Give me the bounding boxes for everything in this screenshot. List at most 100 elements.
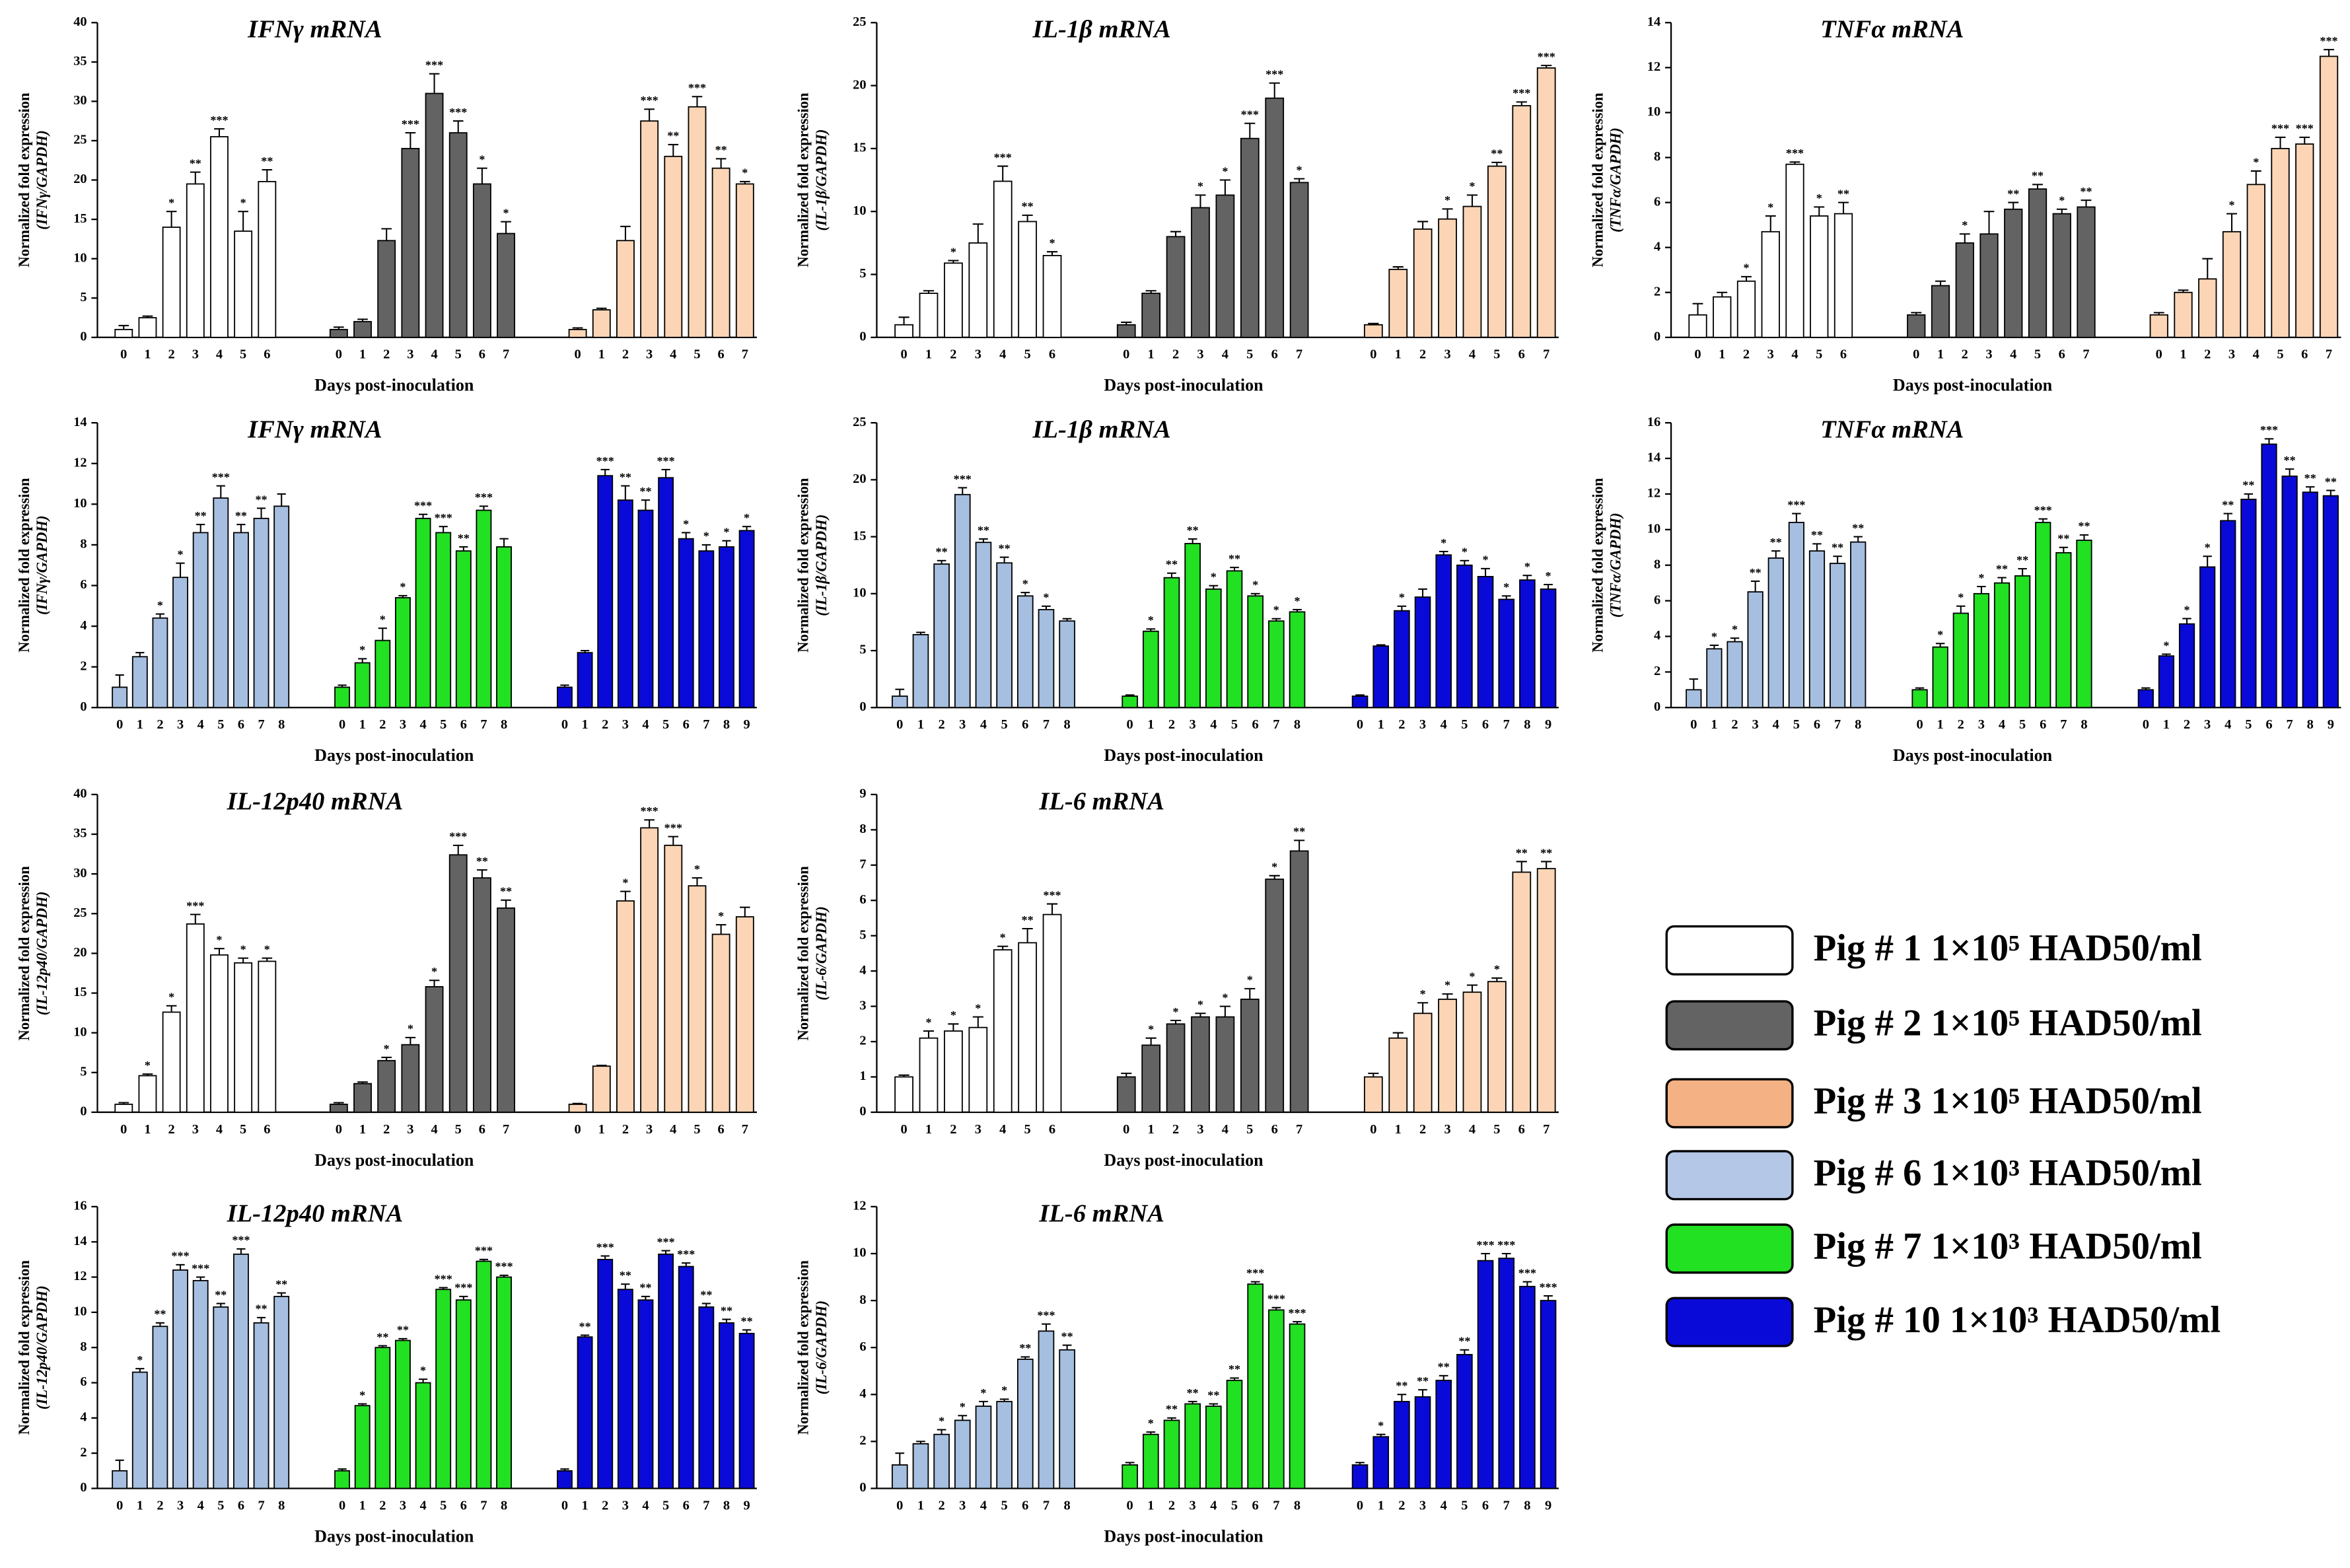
y-tick-label: 2 — [859, 1034, 866, 1048]
legend-label: Pig # 1 1×10⁵ HAD50/ml — [1814, 927, 2202, 969]
error-bar — [2226, 213, 2237, 232]
error-bar — [115, 1459, 124, 1471]
error-bar — [999, 1398, 1009, 1402]
significance: * — [1732, 623, 1738, 636]
error-bar — [142, 1073, 153, 1076]
x-tick-label: 2 — [939, 717, 945, 732]
y-tick-label: 25 — [73, 906, 87, 920]
error-bar — [1022, 214, 1033, 222]
y-tick-label: 4 — [1654, 239, 1660, 254]
y-tick-label: 10 — [73, 1304, 87, 1319]
error-bar — [1167, 1417, 1176, 1421]
x-axis-label: Days post-inoculation — [314, 376, 474, 395]
bar — [616, 900, 635, 1113]
significance: *** — [688, 81, 706, 94]
significance: *** — [1786, 147, 1804, 160]
x-tick-label: 5 — [694, 1122, 700, 1137]
error-bar — [923, 1030, 935, 1038]
x-tick-label: 3 — [1190, 717, 1196, 732]
error-bar — [1765, 215, 1776, 232]
x-tick-label: 3 — [177, 717, 184, 732]
bar — [1512, 871, 1532, 1113]
bar — [353, 1083, 372, 1113]
significance: * — [1197, 998, 1203, 1011]
y-axis-label: (IFNγ/GAPDH) — [34, 130, 50, 230]
significance: * — [2228, 198, 2234, 211]
significance: *** — [425, 59, 443, 72]
y-axis-label: Normalized fold expression — [795, 866, 812, 1041]
bar — [1268, 1309, 1285, 1489]
y-axis-label: Normalized fold expression — [16, 478, 32, 653]
error-bar — [1977, 586, 1986, 594]
legend-label: Pig # 2 1×10⁵ HAD50/ml — [1814, 1003, 2202, 1044]
x-tick-label: 3 — [622, 717, 629, 732]
x-tick-label: 1 — [1148, 1122, 1155, 1137]
x-tick-label: 1 — [598, 347, 605, 362]
bar — [678, 1265, 694, 1489]
significance: ** — [1061, 1330, 1073, 1343]
significance: * — [1001, 1384, 1007, 1397]
significance: *** — [2320, 34, 2337, 48]
y-tick-label: 15 — [73, 985, 87, 999]
error-bar — [1230, 567, 1239, 571]
significance: * — [1767, 201, 1773, 214]
error-bar — [1125, 694, 1135, 697]
bar — [138, 1075, 157, 1113]
y-tick-label: 20 — [73, 172, 87, 186]
significance: *** — [186, 899, 204, 912]
error-bar — [2081, 199, 2092, 207]
bar — [664, 844, 683, 1113]
error-bar — [358, 1403, 367, 1406]
bar — [1215, 194, 1235, 338]
error-bar — [1935, 280, 1946, 286]
x-tick-label: 1 — [581, 1498, 588, 1513]
significance: ** — [275, 1277, 287, 1291]
y-tick-label: 8 — [80, 537, 87, 552]
bar — [1727, 641, 1743, 709]
x-tick-label: 7 — [1273, 1498, 1279, 1513]
chart-title: IL-1β mRNA — [1032, 16, 1170, 44]
error-bar — [439, 526, 448, 533]
error-bar — [715, 158, 727, 168]
error-bar — [1392, 266, 1404, 269]
error-bar — [958, 1415, 968, 1421]
error-bar — [1355, 1462, 1365, 1465]
y-tick-label: 5 — [859, 643, 866, 657]
bar — [1907, 314, 1926, 338]
bar — [1372, 1436, 1390, 1489]
bar — [1438, 998, 1457, 1113]
x-axis-label: Days post-inoculation — [314, 1526, 474, 1546]
error-bar — [2202, 258, 2213, 279]
x-tick-label: 0 — [896, 1498, 903, 1513]
significance: * — [2059, 194, 2065, 207]
bar — [496, 1276, 513, 1489]
y-tick-label: 0 — [80, 699, 87, 714]
x-tick-label: 2 — [1168, 1498, 1175, 1513]
x-tick-label: 4 — [1999, 717, 2005, 732]
bar — [592, 309, 611, 338]
bar — [1438, 218, 1457, 338]
x-tick-label: 6 — [1482, 717, 1489, 732]
bar — [213, 497, 229, 709]
x-tick-label: 4 — [670, 1122, 676, 1137]
error-bar — [1544, 1295, 1553, 1301]
error-bar — [418, 513, 428, 518]
x-tick-label: 7 — [2083, 347, 2089, 362]
x-tick-label: 0 — [1370, 1122, 1376, 1137]
error-bar — [1911, 312, 1922, 315]
x-tick-label: 7 — [2326, 347, 2332, 362]
bar — [435, 1289, 452, 1489]
error-bar — [641, 1295, 651, 1301]
bar — [2246, 184, 2265, 338]
bar — [1059, 620, 1075, 709]
y-tick-label: 10 — [853, 1246, 866, 1260]
x-tick-label: 5 — [694, 347, 700, 362]
x-tick-label: 6 — [460, 717, 467, 732]
x-tick-label: 6 — [1049, 347, 1055, 362]
error-bar — [1195, 1013, 1206, 1017]
x-tick-label: 3 — [646, 347, 653, 362]
error-bar — [1170, 1019, 1182, 1024]
x-tick-label: 7 — [1296, 1122, 1302, 1137]
error-bar — [580, 1334, 590, 1337]
y-axis-label: Normalized fold expression — [1589, 478, 1606, 653]
